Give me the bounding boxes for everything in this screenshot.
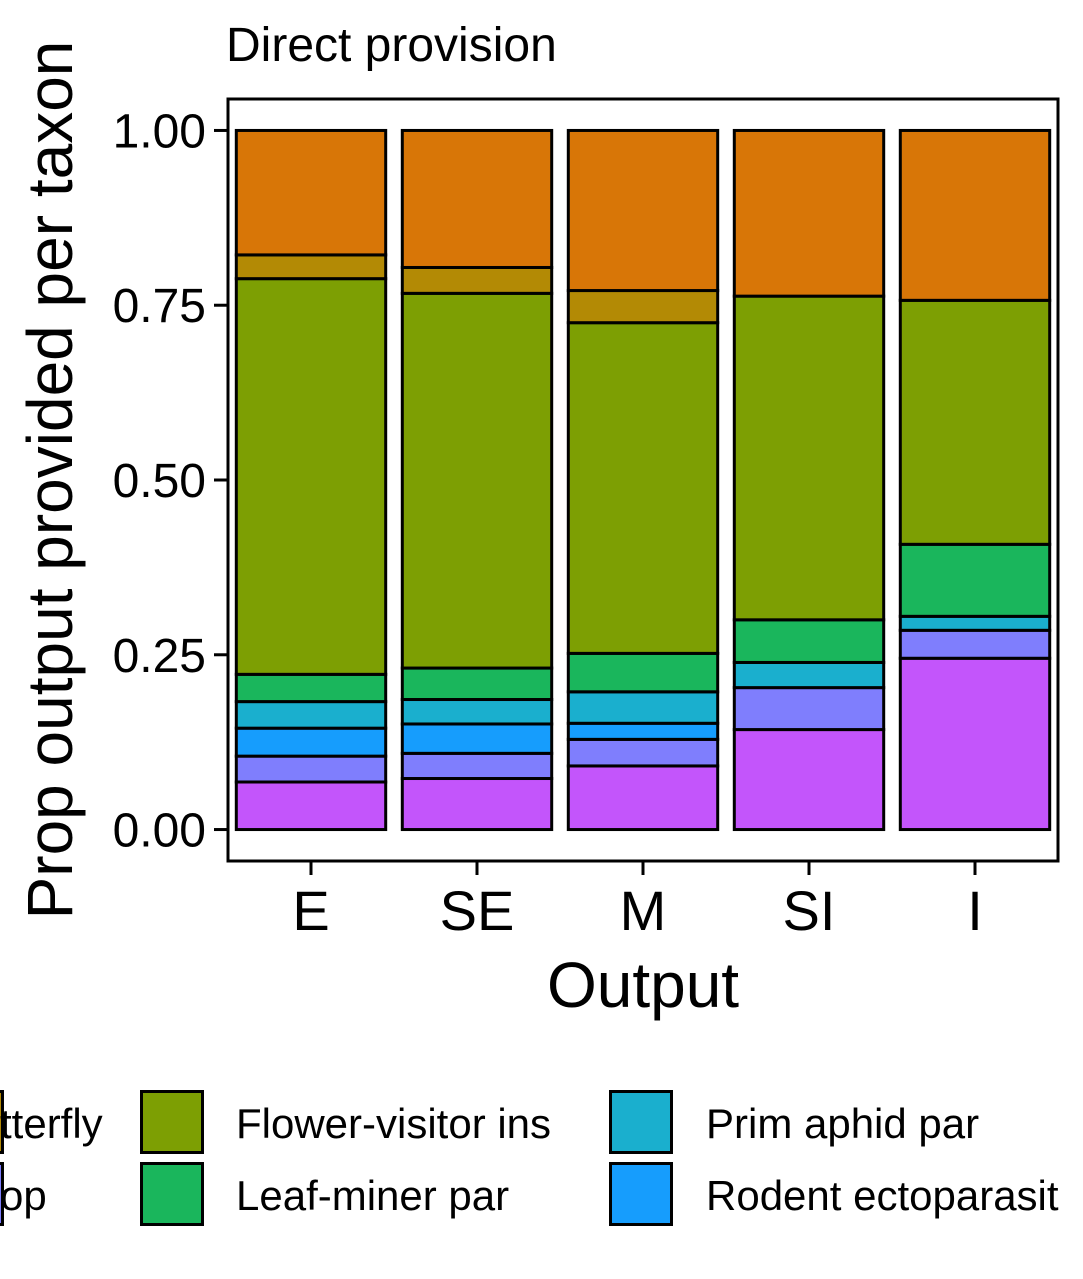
bar-segment-E-6 (234, 253, 388, 281)
bar-segment-M-5 (566, 321, 720, 655)
bar-segment-SI-4 (732, 618, 886, 664)
bar-segment-M-1 (566, 737, 720, 768)
legend-label: tterfly (0, 1100, 103, 1147)
bar-segment-M-3 (566, 690, 720, 725)
legend-label: Prim aphid par (706, 1100, 980, 1147)
bar-segment-SI-7 (732, 128, 886, 298)
bar-segments (234, 128, 1052, 832)
y-tick-label: 1.00 (113, 105, 206, 158)
bar-segment-I-3 (898, 614, 1052, 632)
bar-segment-SI-1 (732, 686, 886, 732)
bar-segment-SE-6 (400, 265, 554, 295)
y-tick-label: 0.50 (113, 455, 206, 508)
legend-label: op (0, 1172, 47, 1219)
bar-segment-M-0 (566, 764, 720, 832)
bar-segment-E-7 (234, 128, 388, 257)
legend-label: Rodent ectoparasit (706, 1172, 1059, 1219)
x-axis: E SE M SI I (292, 861, 983, 942)
bar-segment-SE-7 (400, 128, 554, 269)
bar-segment-I-4 (898, 542, 1052, 618)
bar-segment-SE-3 (400, 698, 554, 726)
bar-segment-SI-0 (732, 728, 886, 832)
x-tick-label-SE: SE (440, 879, 515, 942)
legend-swatch (609, 1162, 673, 1226)
legend-swatch (140, 1090, 204, 1154)
legend: tterfly op Flower-visitor ins Leaf-miner pa… (0, 1090, 1083, 1240)
legend-label: Flower-visitor ins (236, 1100, 552, 1147)
x-tick-label-SI: SI (783, 879, 836, 942)
y-axis-label: Prop output provided per taxon (14, 40, 86, 920)
bar-segment-SI-3 (732, 660, 886, 690)
bar-segment-E-5 (234, 277, 388, 676)
bar-segment-M-6 (566, 289, 720, 325)
chart-title: Direct provision (226, 19, 557, 72)
x-tick-label-E: E (292, 879, 329, 942)
bar-segment-SE-0 (400, 777, 554, 832)
x-tick-label-M: M (620, 879, 667, 942)
bar-segment-E-1 (234, 754, 388, 784)
bar-segment-I-1 (898, 628, 1052, 660)
bar-segment-SE-1 (400, 751, 554, 781)
legend-swatch (609, 1090, 673, 1154)
bar-segment-M-4 (566, 651, 720, 694)
x-axis-label: Output (546, 949, 740, 1021)
legend-label: Leaf-miner par (236, 1172, 510, 1219)
bar-segment-E-2 (234, 726, 388, 758)
bar-segment-E-4 (234, 672, 388, 704)
bar-segment-M-2 (566, 721, 720, 741)
bar-segment-M-7 (566, 128, 720, 293)
bar-segment-I-7 (898, 128, 1052, 302)
bar-segment-SI-5 (732, 294, 886, 622)
bar-segment-SE-4 (400, 666, 554, 702)
bar-segment-SE-2 (400, 722, 554, 755)
legend-swatch (0, 1162, 4, 1226)
y-tick-label: 0.75 (113, 280, 206, 333)
bar-segment-E-0 (234, 780, 388, 832)
legend-swatch (0, 1090, 4, 1154)
bar-segment-SE-5 (400, 291, 554, 670)
y-tick-label: 0.25 (113, 630, 206, 683)
stacked-bar-chart: 0.00 0.25 0.50 0.75 1.00 E SE M SI I (113, 97, 1060, 942)
y-axis: 0.00 0.25 0.50 0.75 1.00 (113, 105, 228, 858)
bar-segment-I-5 (898, 298, 1052, 546)
legend-swatch (140, 1162, 204, 1226)
y-tick-label: 0.00 (113, 805, 206, 858)
x-tick-label-I: I (967, 879, 983, 942)
bar-segment-I-0 (898, 656, 1052, 832)
bar-segment-E-3 (234, 700, 388, 730)
